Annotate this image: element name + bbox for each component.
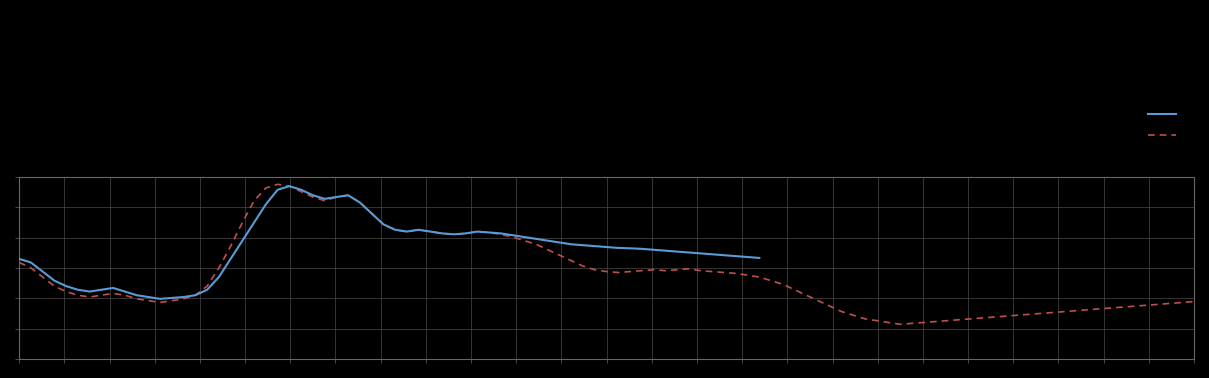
Legend: , : , <box>1145 106 1188 144</box>
